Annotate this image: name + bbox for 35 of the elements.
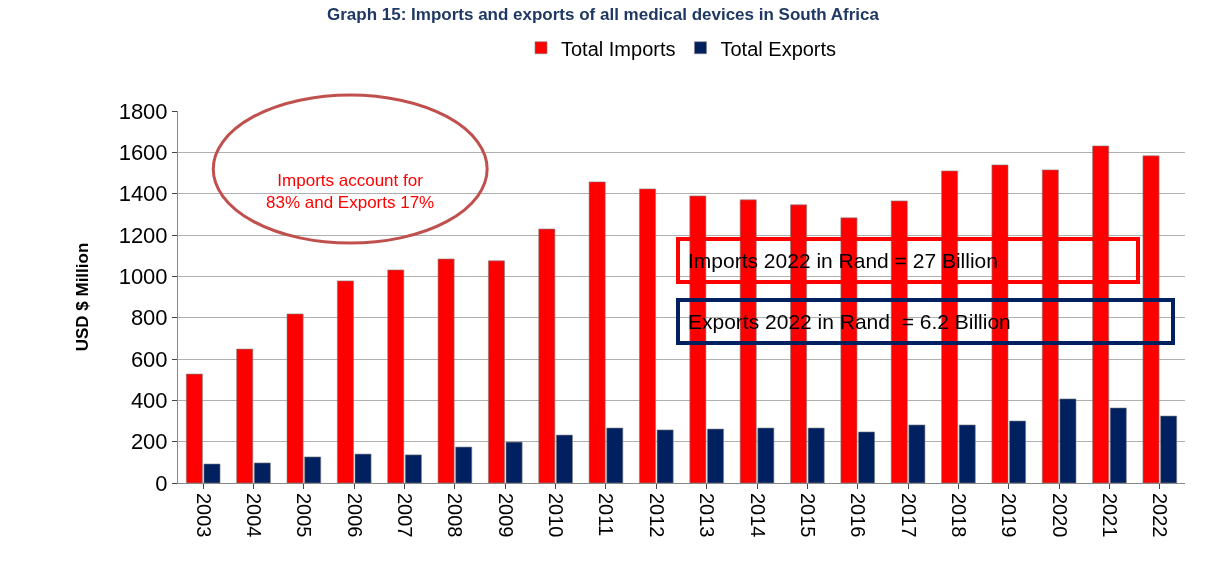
annotation: Imports account for 83% and Exports 17%: [266, 171, 435, 213]
x-tick-label: 2004: [243, 493, 266, 538]
x-tick-label: 2007: [394, 493, 417, 538]
x-tick-label: 2009: [494, 493, 517, 538]
y-tick-label: 1000: [118, 264, 168, 290]
y-tick-label: 1800: [118, 98, 168, 124]
x-tick-label: 2014: [746, 493, 769, 538]
x-tick-label: 2010: [545, 493, 568, 538]
x-tick-label: 2018: [947, 493, 970, 538]
y-tick-label: 1200: [118, 222, 168, 248]
x-tick-label: 2017: [897, 493, 920, 538]
y-tick-label: 200: [130, 429, 168, 455]
y-tick-label: 600: [130, 346, 168, 372]
x-tick-label: 2022: [1149, 493, 1172, 538]
x-tick-label: 2013: [696, 493, 719, 538]
x-tick-label: 2020: [1048, 493, 1071, 538]
y-axis-title: USD $ Million: [73, 242, 93, 352]
x-tick-label: 2006: [343, 493, 366, 538]
x-tick-label: 2005: [293, 493, 316, 538]
chart-title: Graph 15: Imports and exports of all medical devices in South Africa: [326, 5, 880, 25]
x-tick-label: 2011: [595, 493, 618, 537]
x-tick-label: 2008: [444, 493, 467, 538]
x-tick-label: 2021: [1098, 493, 1121, 538]
legend-label: Total Exports: [720, 37, 837, 60]
x-tick-label: 2015: [796, 493, 819, 538]
x-tick-label: 2019: [998, 493, 1021, 538]
y-tick-label: 0: [155, 470, 168, 496]
y-tick-label: 800: [130, 305, 168, 331]
y-tick-label: 1600: [118, 140, 168, 166]
y-tick-label: 1400: [118, 181, 168, 207]
y-tick-label: 400: [130, 388, 168, 414]
x-tick-label: 2003: [192, 493, 215, 538]
x-tick-label: 2016: [847, 493, 870, 538]
legend-label: Total Imports: [561, 37, 676, 60]
x-tick-label: 2012: [645, 493, 668, 538]
